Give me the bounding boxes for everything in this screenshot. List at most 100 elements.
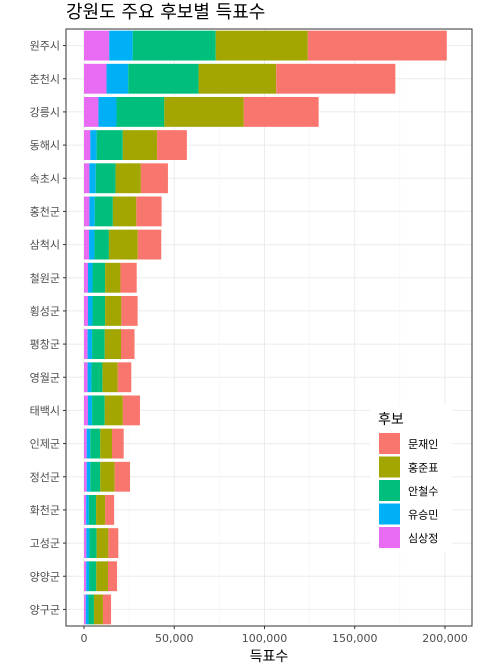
bar-segment bbox=[109, 30, 133, 61]
bar-segment bbox=[84, 130, 91, 161]
legend-title: 후보 bbox=[378, 412, 404, 428]
y-tick-label: 철원군 bbox=[30, 272, 60, 285]
bar-segment bbox=[84, 561, 87, 592]
bar-segment bbox=[96, 528, 109, 559]
bar-segment bbox=[90, 130, 97, 161]
x-tick-label: 200,000 bbox=[422, 632, 468, 645]
bar-segment bbox=[86, 561, 90, 592]
bar-segment bbox=[164, 96, 244, 127]
bar-segment bbox=[90, 461, 101, 492]
bar-segment bbox=[92, 295, 106, 326]
bar-segment bbox=[102, 594, 112, 625]
bar-segment bbox=[116, 96, 165, 127]
legend-label: 유승민 bbox=[408, 509, 438, 522]
bar-segment bbox=[114, 461, 131, 492]
bar-segment bbox=[92, 395, 105, 426]
y-tick-label: 평창군 bbox=[30, 338, 60, 351]
axes: 원주시춘천시강릉시동해시속초시홍천군삼척시철원군횡성군평창군영월군태백시인제군정… bbox=[30, 40, 468, 645]
bar-segment bbox=[104, 395, 123, 426]
y-tick-label: 영월군 bbox=[30, 371, 60, 384]
bar-segment bbox=[243, 96, 319, 127]
bar-segment bbox=[84, 395, 88, 426]
bar-segment bbox=[84, 295, 88, 326]
bar-segment bbox=[87, 262, 93, 293]
bar-segment bbox=[85, 594, 89, 625]
x-tick-label: 50,000 bbox=[155, 632, 194, 645]
y-tick-label: 원주시 bbox=[30, 40, 60, 53]
bar-segment bbox=[98, 96, 117, 127]
bar-segment bbox=[87, 295, 93, 326]
bar-segment bbox=[140, 163, 168, 194]
bar-segment bbox=[105, 295, 122, 326]
legend-key bbox=[379, 433, 400, 454]
bar-segment bbox=[84, 262, 88, 293]
legend-key bbox=[379, 527, 400, 548]
y-tick-label: 양구군 bbox=[30, 603, 60, 616]
legend-key bbox=[379, 503, 400, 525]
bar-segment bbox=[108, 561, 118, 592]
bar-segment bbox=[121, 329, 135, 360]
bar-segment bbox=[117, 362, 132, 393]
bar-segment bbox=[84, 362, 88, 393]
y-tick-label: 속초시 bbox=[30, 172, 60, 185]
chart-title: 강원도 주요 후보별 득표수 bbox=[66, 2, 265, 23]
bar-segment bbox=[84, 229, 90, 260]
bar-segment bbox=[307, 30, 447, 61]
legend-key bbox=[379, 456, 400, 478]
bar-segment bbox=[89, 163, 96, 194]
bar-segment bbox=[106, 63, 129, 94]
bar-segment bbox=[90, 428, 101, 459]
y-tick-label: 삼척시 bbox=[30, 239, 60, 252]
bar-segment bbox=[108, 229, 138, 260]
bar-segment bbox=[215, 30, 308, 61]
bar-segment bbox=[84, 494, 87, 525]
bar-segment bbox=[102, 362, 118, 393]
bar-segment bbox=[122, 395, 140, 426]
bar-segment bbox=[112, 196, 137, 227]
bar-segment bbox=[96, 130, 123, 161]
bar-segment bbox=[92, 262, 106, 293]
bar-segment bbox=[96, 561, 109, 592]
x-axis-title: 득표수 bbox=[250, 649, 289, 665]
bar-segment bbox=[94, 229, 109, 260]
bar-segment bbox=[108, 528, 119, 559]
bars bbox=[84, 30, 447, 625]
y-tick-label: 정선군 bbox=[30, 471, 60, 484]
bar-segment bbox=[89, 561, 97, 592]
bar-segment bbox=[89, 528, 97, 559]
y-tick-label: 고성군 bbox=[30, 537, 60, 550]
bar-segment bbox=[100, 461, 115, 492]
bar-segment bbox=[93, 594, 103, 625]
legend-label: 홍준표 bbox=[408, 461, 438, 475]
bar-segment bbox=[94, 196, 113, 227]
bar-segment bbox=[86, 461, 91, 492]
bar-segment bbox=[84, 63, 107, 94]
y-tick-label: 강릉시 bbox=[30, 106, 60, 119]
bar-segment bbox=[84, 196, 90, 227]
y-tick-label: 동해시 bbox=[30, 138, 60, 152]
bar-segment bbox=[84, 594, 86, 625]
bar-segment bbox=[276, 63, 396, 94]
plot-border bbox=[65, 28, 473, 627]
bar-segment bbox=[84, 163, 90, 194]
bar-segment bbox=[84, 96, 99, 127]
bar-segment bbox=[157, 130, 187, 161]
bar-segment bbox=[136, 196, 162, 227]
bar-segment bbox=[84, 30, 110, 61]
bar-segment bbox=[105, 262, 121, 293]
y-tick-label: 태백시 bbox=[30, 404, 60, 417]
bar-segment bbox=[84, 428, 87, 459]
legend-label: 심상정 bbox=[408, 532, 438, 545]
bar-segment bbox=[132, 30, 216, 61]
x-tick-label: 0 bbox=[81, 632, 88, 645]
bar-segment bbox=[122, 130, 158, 161]
y-tick-label: 홍천군 bbox=[30, 204, 60, 218]
bar-segment bbox=[88, 594, 94, 625]
bar-segment bbox=[95, 163, 116, 194]
bar-segment bbox=[89, 196, 95, 227]
bar-segment bbox=[87, 362, 92, 393]
bar-segment bbox=[87, 329, 93, 360]
bar-segment bbox=[86, 428, 91, 459]
